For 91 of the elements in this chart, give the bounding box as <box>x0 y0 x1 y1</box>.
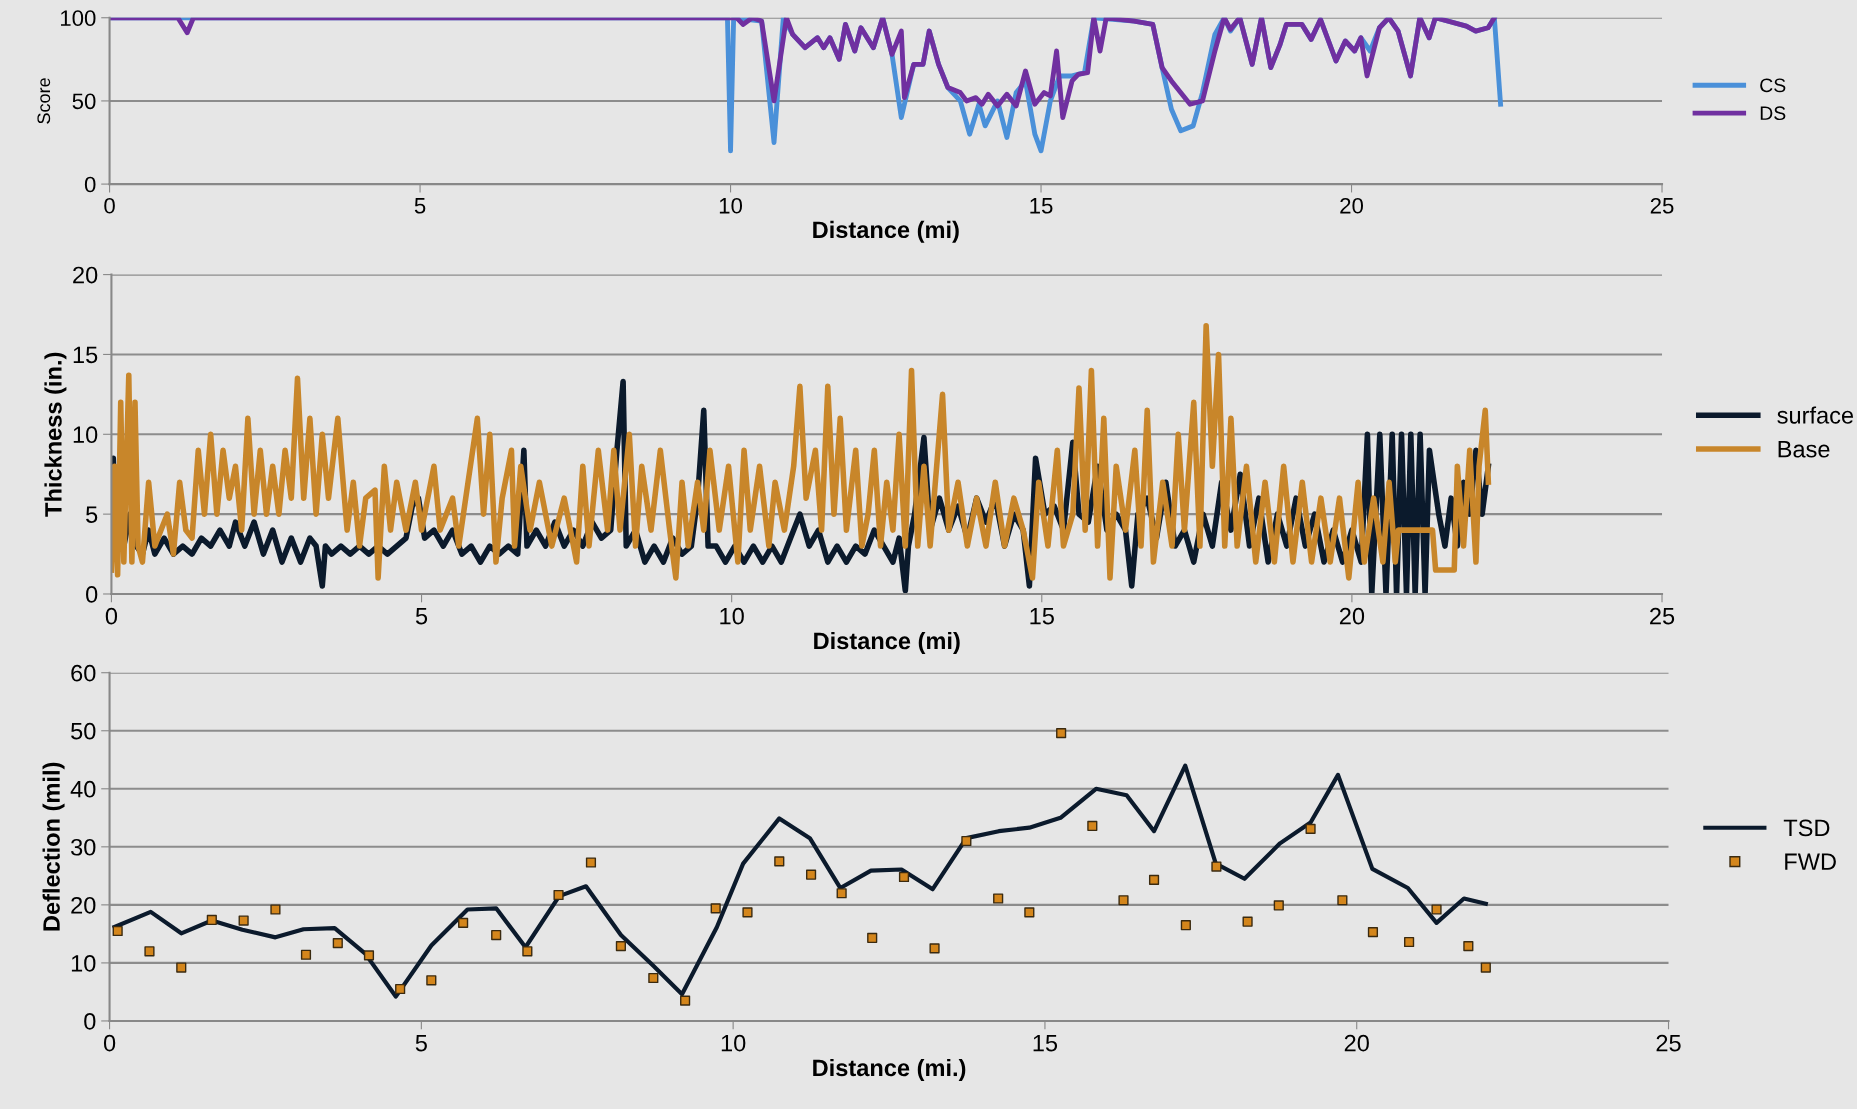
point <box>1431 904 1442 915</box>
legend-label: surface <box>1777 406 1854 424</box>
point <box>806 869 817 880</box>
point <box>426 975 437 986</box>
y-tick-label: 5 <box>86 506 98 523</box>
point <box>710 903 721 914</box>
point <box>1118 895 1129 906</box>
x-tick-label: 0 <box>105 607 118 625</box>
y-tick-label: 30 <box>71 838 96 856</box>
y-tick-label: 100 <box>60 10 96 27</box>
y-tick-label: 60 <box>71 664 96 682</box>
point <box>1273 900 1284 911</box>
y-axis-title: Thickness (in.) <box>44 352 67 517</box>
point <box>300 949 312 960</box>
x-tick-label: 15 <box>1030 608 1054 625</box>
legend-label: FWD <box>1785 853 1836 870</box>
x-tick-label: 25 <box>1656 1034 1681 1052</box>
x-tick-label: 5 <box>414 198 426 214</box>
legend-label: TSD <box>1783 819 1830 837</box>
x-axis-title: Distance (mi.) <box>813 1058 966 1081</box>
point <box>458 917 469 928</box>
y-tick-label: 20 <box>71 896 96 914</box>
point <box>270 904 281 915</box>
legend-label: Base <box>1778 441 1830 458</box>
y-tick-label: 0 <box>86 586 98 603</box>
y-tick-label: 10 <box>71 954 96 972</box>
x-tick-label: 20 <box>1344 1034 1369 1052</box>
y-tick-label: 40 <box>70 780 96 798</box>
point <box>1148 874 1160 886</box>
point <box>1404 936 1415 948</box>
point <box>1337 895 1348 906</box>
point <box>522 946 533 957</box>
point <box>1211 861 1222 872</box>
y-axis-title: Deflection (mil) <box>42 762 65 931</box>
point <box>961 835 972 847</box>
point <box>1305 823 1316 834</box>
y-tick-label: 50 <box>71 722 96 740</box>
y-tick-label: 15 <box>73 346 98 364</box>
legend-label: DS <box>1760 106 1786 121</box>
y-tick-label: 10 <box>73 426 98 444</box>
point <box>363 950 375 961</box>
point <box>112 925 123 937</box>
point <box>867 932 878 944</box>
x-tick-label: 10 <box>721 1034 746 1052</box>
point <box>742 907 753 918</box>
point <box>774 856 785 867</box>
x-tick-label: 10 <box>719 197 743 214</box>
point <box>395 983 406 995</box>
y-tick-label: 50 <box>72 93 96 110</box>
point <box>1087 820 1098 832</box>
point <box>680 995 691 1006</box>
point <box>585 857 597 868</box>
point <box>1367 927 1379 938</box>
point <box>238 915 249 926</box>
point <box>1180 920 1191 931</box>
point <box>206 914 217 926</box>
point <box>993 893 1004 904</box>
y-tick-label: 20 <box>73 266 98 284</box>
point <box>1242 916 1253 927</box>
y-tick-label: 0 <box>84 176 96 193</box>
point <box>929 943 940 954</box>
point <box>553 889 564 901</box>
point <box>144 946 155 957</box>
x-tick-label: 20 <box>1340 197 1364 214</box>
y-axis-title: Score <box>37 78 51 124</box>
point <box>491 929 502 941</box>
x-tick-label: 0 <box>104 197 115 214</box>
x-axis-title: Distance (mi) <box>813 220 959 243</box>
line-series <box>109 17 1497 120</box>
x-tick-label: 15 <box>1030 198 1053 214</box>
x-tick-label: 20 <box>1339 607 1365 625</box>
x-tick-label: 25 <box>1650 197 1674 214</box>
point <box>898 871 910 883</box>
point <box>1480 962 1491 973</box>
x-tick-label: 5 <box>415 1035 427 1052</box>
point <box>836 888 847 899</box>
point <box>1056 727 1067 739</box>
x-axis-title: Distance (mi) <box>814 631 960 654</box>
legend-label: CS <box>1760 78 1786 93</box>
point <box>176 962 187 973</box>
x-tick-label: 10 <box>720 607 744 625</box>
x-tick-label: 15 <box>1033 1035 1058 1052</box>
point <box>1024 907 1035 918</box>
y-tick-label: 0 <box>84 1013 96 1030</box>
x-tick-label: 0 <box>103 1034 116 1052</box>
x-tick-label: 25 <box>1650 607 1675 625</box>
x-tick-label: 5 <box>415 608 428 625</box>
point <box>1463 940 1474 952</box>
point <box>332 938 343 949</box>
point <box>648 972 659 984</box>
point <box>615 940 626 952</box>
